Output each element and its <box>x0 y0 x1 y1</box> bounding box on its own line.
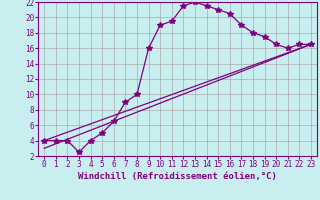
X-axis label: Windchill (Refroidissement éolien,°C): Windchill (Refroidissement éolien,°C) <box>78 172 277 181</box>
